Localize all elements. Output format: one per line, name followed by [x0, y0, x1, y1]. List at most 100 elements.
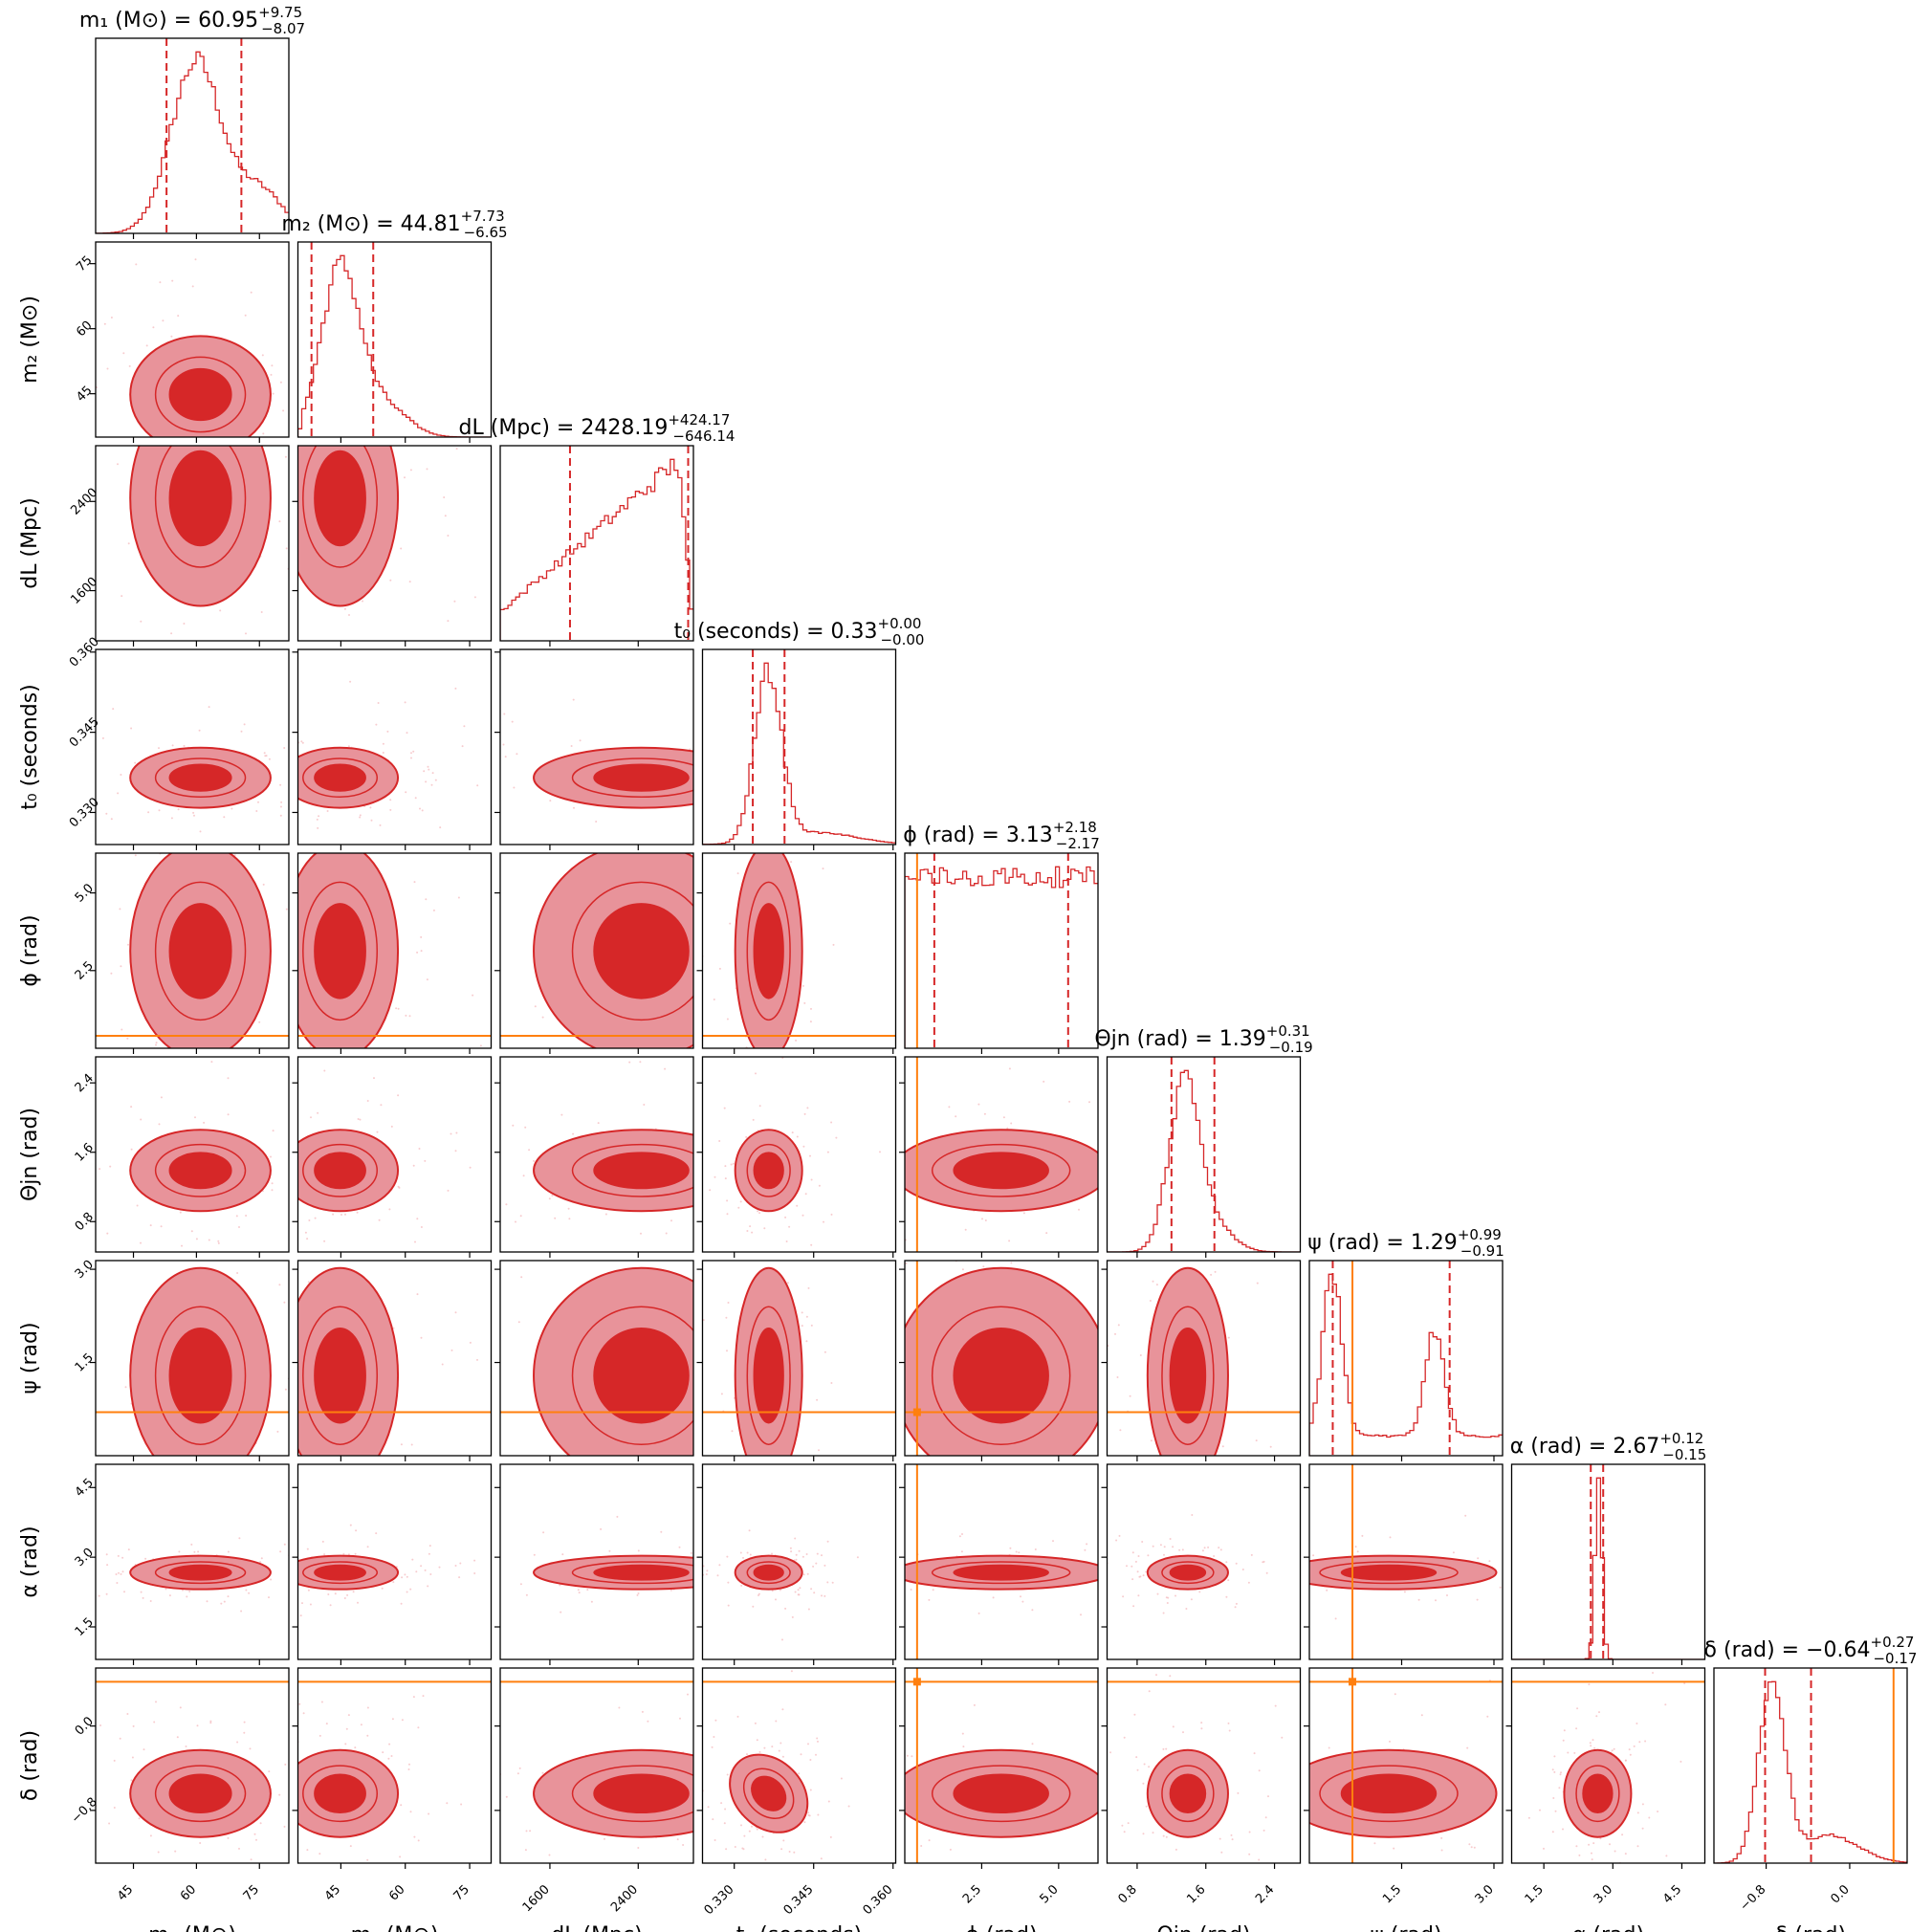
- sample-point: [872, 871, 874, 873]
- sample-point: [804, 1556, 806, 1558]
- sample-point: [1172, 1546, 1175, 1548]
- sample-point: [797, 1589, 800, 1592]
- title-2: dL (Mpc) = 2428.19+424.17 −646.14: [459, 411, 735, 445]
- sample-point: [1292, 1805, 1294, 1807]
- sample-point: [281, 1570, 283, 1572]
- sample-point: [158, 1123, 161, 1126]
- sample-point: [1598, 1711, 1600, 1714]
- sample-point: [262, 1238, 264, 1240]
- sample-point: [317, 1111, 319, 1114]
- sample-point: [1657, 1811, 1659, 1812]
- y-axis-label-7: α (rad): [18, 1526, 42, 1597]
- sample-point: [306, 1238, 309, 1240]
- sample-point: [732, 1145, 734, 1147]
- sample-point: [72, 1837, 74, 1839]
- sample-point: [301, 807, 303, 809]
- sample-point: [837, 1159, 839, 1161]
- sample-point: [331, 333, 333, 335]
- sample-point: [428, 1556, 429, 1558]
- sample-point: [804, 1193, 807, 1196]
- sample-point: [403, 1051, 405, 1053]
- sample-point: [356, 816, 358, 818]
- sample-point: [740, 1546, 742, 1548]
- sample-point: [119, 908, 121, 911]
- y-tick-label: 5.0: [73, 881, 97, 905]
- contour-middle: [302, 757, 379, 799]
- sample-point: [816, 1737, 819, 1740]
- sample-point: [116, 1582, 119, 1584]
- sample-point: [238, 1226, 240, 1228]
- panel-4-3: [701, 852, 897, 1049]
- sample-point: [141, 1636, 143, 1637]
- sample-point: [155, 1042, 158, 1044]
- sample-point: [797, 1593, 800, 1596]
- sample-point: [1576, 1707, 1579, 1710]
- sample-point: [399, 1855, 402, 1858]
- sample-point: [159, 1112, 161, 1114]
- sample-point: [682, 1844, 685, 1846]
- sample-point: [310, 1116, 312, 1119]
- sample-point: [697, 1767, 699, 1769]
- sample-point: [285, 1374, 287, 1376]
- sample-point: [1200, 1727, 1203, 1730]
- sample-point: [1244, 1548, 1246, 1550]
- sample-point: [775, 1720, 778, 1723]
- sample-point: [316, 384, 318, 385]
- sample-point: [830, 1009, 832, 1011]
- sample-point: [390, 1125, 393, 1128]
- sample-point: [690, 1612, 692, 1614]
- contour-middle: [931, 1306, 1071, 1445]
- sample-point: [1031, 1609, 1034, 1612]
- sample-point: [267, 1908, 269, 1910]
- sample-point: [1530, 1815, 1532, 1817]
- sample-point: [729, 777, 731, 779]
- panel-7-5: [1106, 1463, 1302, 1660]
- sample-point: [105, 1553, 108, 1556]
- density-4-2: [446, 777, 874, 1076]
- sample-point: [739, 1551, 742, 1554]
- sample-point: [121, 1028, 123, 1031]
- sample-point: [788, 1851, 791, 1853]
- sample-point: [1529, 1590, 1531, 1592]
- sample-point: [809, 1021, 812, 1023]
- sample-point: [810, 1243, 813, 1246]
- sample-point: [430, 783, 433, 786]
- sample-point: [388, 1498, 390, 1500]
- sample-point: [713, 1555, 714, 1557]
- sample-point: [1221, 1445, 1224, 1448]
- sample-point: [170, 632, 173, 635]
- contour-inner: [314, 1152, 366, 1190]
- title-0: m₁ (M⊙) = 60.95+9.75 −8.07: [79, 4, 305, 37]
- x-axis-label-0: m₁ (M⊙): [148, 1923, 236, 1932]
- sample-point: [1206, 1516, 1208, 1518]
- sample-point: [420, 1336, 423, 1339]
- sample-point: [1271, 1570, 1273, 1571]
- sample-point: [531, 1074, 533, 1076]
- sample-point: [819, 1569, 821, 1570]
- sample-point: [1464, 1514, 1467, 1517]
- sample-point: [983, 1112, 986, 1115]
- sample-point: [818, 1592, 820, 1594]
- sample-point: [712, 1165, 714, 1167]
- contour-middle: [302, 446, 379, 568]
- sample-point: [1162, 1747, 1165, 1750]
- contour-middle: [746, 881, 791, 1021]
- sample-point: [1256, 1282, 1259, 1284]
- sample-point: [170, 335, 173, 338]
- sample-point: [265, 801, 267, 803]
- sample-point: [1156, 1592, 1159, 1595]
- sample-point: [525, 1593, 528, 1596]
- y-tick-label: 0.360: [67, 635, 102, 670]
- sample-point: [171, 279, 174, 282]
- sample-point: [1211, 1472, 1213, 1474]
- sample-point: [114, 1052, 116, 1054]
- contour-inner: [314, 903, 366, 999]
- sample-point: [706, 1735, 708, 1737]
- sample-point: [113, 1759, 116, 1762]
- sample-point: [263, 752, 266, 755]
- sample-point: [291, 468, 293, 470]
- sample-point: [446, 1017, 448, 1019]
- sample-point: [583, 1049, 585, 1051]
- sample-point: [810, 1588, 813, 1591]
- density-8-5: [1109, 1674, 1284, 1861]
